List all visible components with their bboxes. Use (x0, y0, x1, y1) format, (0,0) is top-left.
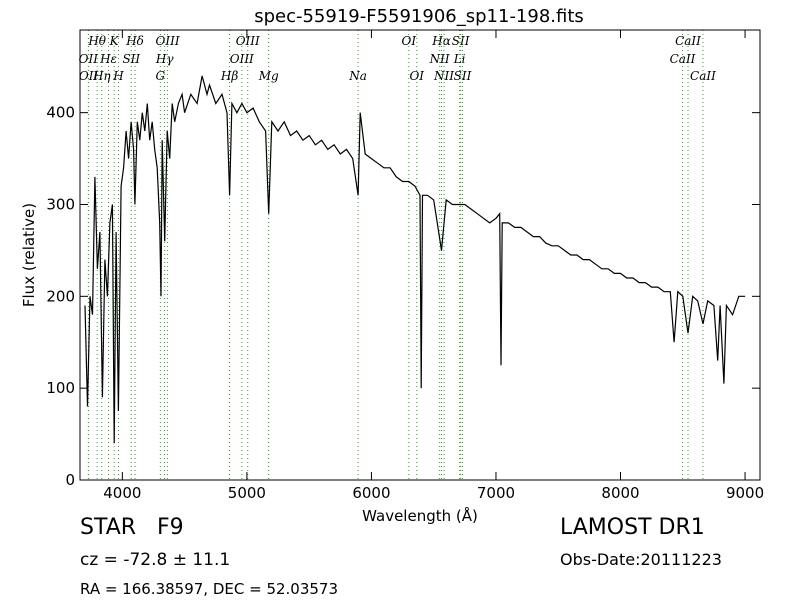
spectral-line-label: NII (433, 69, 454, 83)
redshift: cz = -72.8 ± 11.1 (80, 550, 230, 570)
spectral-line-label: OIII (236, 34, 260, 48)
survey: LAMOST DR1 (560, 515, 705, 540)
y-tick-label: 300 (46, 195, 75, 213)
spectral-line-label: OI (409, 69, 424, 83)
spectral-line-label: Hδ (125, 34, 144, 48)
y-tick-label: 400 (46, 104, 75, 122)
spectral-line-label: SII (122, 52, 140, 66)
chart-title: spec-55919-F5591906_sp11-198.fits (254, 6, 584, 27)
spectral-line-label: OIII (230, 52, 254, 66)
spectral-line-label: CaII (690, 69, 716, 83)
y-tick-label: 0 (65, 471, 75, 489)
x-tick-label: 8000 (601, 484, 639, 502)
y-tick-label: 100 (46, 379, 75, 397)
spectral-line-label: Hε (99, 52, 117, 66)
spectral-line-label: G (156, 69, 166, 83)
spectral-line-label: OII (79, 69, 99, 83)
x-tick-label: 6000 (352, 484, 390, 502)
x-tick-label: 4000 (103, 484, 141, 502)
spectral-line-label: Hα (431, 34, 451, 48)
x-axis-label: Wavelength (Å) (362, 506, 478, 525)
spectral-line-label: Hβ (220, 69, 238, 83)
spectral-line-label: Hθ (87, 34, 106, 48)
spectral-line-label: OI (402, 34, 417, 48)
spectral-line-label: CaII (670, 52, 696, 66)
spectral-line-label: SII (452, 34, 470, 48)
spectral-line-label: Na (348, 69, 367, 83)
spectral-line-label: SII (454, 69, 472, 83)
y-axis-label: Flux (relative) (20, 203, 38, 307)
obs-date: Obs-Date:20111223 (560, 550, 722, 569)
x-tick-label: 9000 (726, 484, 764, 502)
y-tick-label: 200 (46, 287, 75, 305)
spectral-line-label: NII (429, 52, 450, 66)
spectral-line-label: Mg (258, 69, 279, 83)
star-class: STAR F9 (80, 515, 184, 540)
spectral-line-label: Li (453, 52, 466, 66)
spectral-line-label: CaII (675, 34, 701, 48)
plot-frame (79, 29, 761, 481)
x-tick-label: 7000 (477, 484, 515, 502)
coordinates: RA = 166.38597, DEC = 52.03573 (80, 580, 338, 598)
spectral-line-label: H (112, 69, 124, 83)
spectrum-line (84, 75, 746, 444)
spectral-line-label: OIII (156, 34, 180, 48)
spectral-line-label: Hη (92, 69, 111, 83)
x-tick-label: 5000 (228, 484, 266, 502)
spectral-line-label: Hγ (155, 52, 174, 66)
spectral-line-label: K (109, 34, 120, 48)
